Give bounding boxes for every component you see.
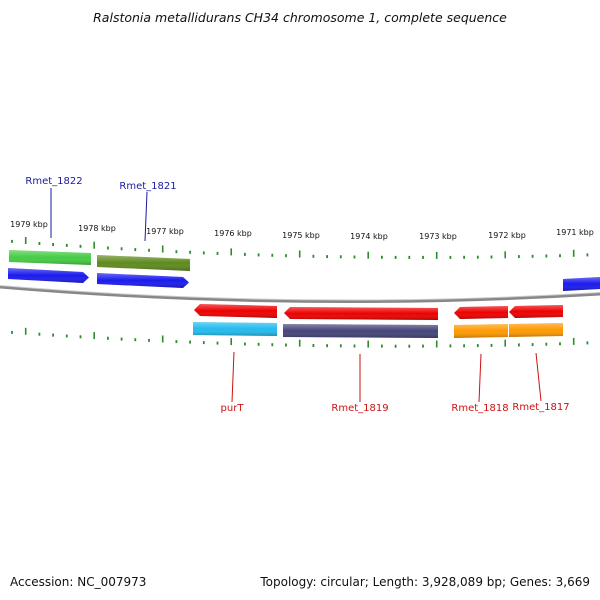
gene-labels: Rmet_1822 Rmet_1821 purT Rmet_1819 Rmet_… (25, 176, 569, 414)
chromosome-backbone (0, 285, 600, 304)
leader-rmet-1818 (478, 353, 482, 403)
accession-text: Accession: NC_007973 (10, 575, 147, 589)
leader-rmet-1821 (144, 191, 148, 242)
gene-rmet-1818-block[interactable] (454, 306, 508, 338)
gene-label-rmet-1822[interactable]: Rmet_1822 (25, 176, 82, 187)
kbp-label-1976: 1976 kbp (214, 229, 252, 238)
kbp-label-1977: 1977 kbp (146, 227, 184, 236)
gene-edge-right[interactable] (563, 277, 600, 291)
bottom-strand-genes (193, 304, 563, 338)
kbp-label-1972: 1972 kbp (488, 231, 526, 240)
leader-rmet-1817 (535, 352, 542, 402)
kbp-label-1979: 1979 kbp (10, 220, 48, 229)
gene-label-rmet-1817[interactable]: Rmet_1817 (512, 402, 569, 413)
gene-purt-block[interactable] (193, 304, 277, 336)
map-title: Ralstonia metallidurans CH34 chromosome … (93, 10, 507, 25)
scale-ticks-top (11, 237, 589, 259)
kbp-label-1975: 1975 kbp (282, 231, 320, 240)
gene-rmet-1819-block[interactable] (283, 307, 438, 338)
gene-label-rmet-1818[interactable]: Rmet_1818 (451, 403, 508, 414)
kbp-label-1973: 1973 kbp (419, 232, 457, 241)
gene-rmet-1821-block[interactable] (97, 255, 190, 288)
kbp-label-1978: 1978 kbp (78, 224, 116, 233)
leader-lines (50, 188, 542, 403)
kbp-label-1971: 1971 kbp (556, 228, 594, 237)
kbp-scale-labels: 1979 kbp 1978 kbp 1977 kbp 1976 kbp 1975… (10, 220, 594, 241)
leader-purt (231, 351, 235, 403)
gene-rmet-1817-block[interactable] (509, 305, 563, 337)
gene-rmet-1822-block[interactable] (8, 250, 91, 283)
topology-summary-text: Topology: circular; Length: 3,928,089 bp… (260, 575, 590, 589)
chromosome-backbone-highlight (0, 285, 600, 301)
gene-label-rmet-1819[interactable]: Rmet_1819 (331, 403, 388, 414)
gene-label-rmet-1821[interactable]: Rmet_1821 (119, 181, 176, 192)
kbp-label-1974: 1974 kbp (350, 232, 388, 241)
gene-label-purt[interactable]: purT (221, 403, 245, 414)
scale-ticks-bottom (11, 327, 589, 348)
top-strand-genes (8, 250, 600, 291)
